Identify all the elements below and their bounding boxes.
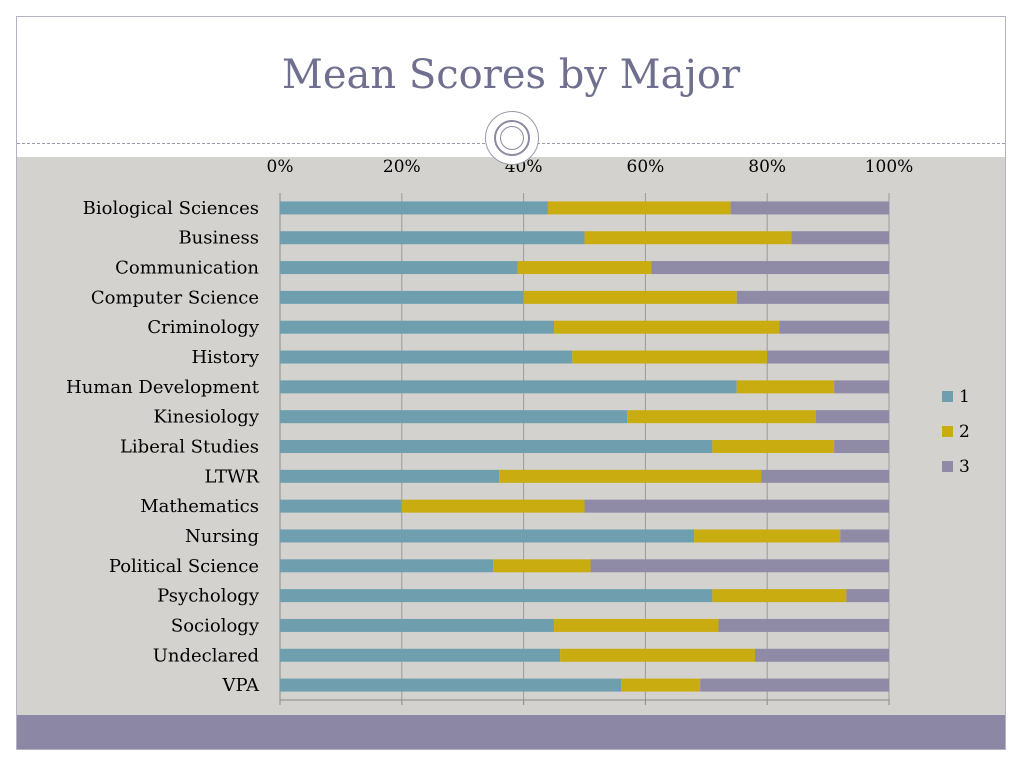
- category-label: Biological Sciences: [83, 198, 259, 219]
- legend-swatch: [942, 426, 953, 437]
- bar-segment-series-1: [280, 529, 695, 543]
- x-tick-label: 60%: [627, 157, 665, 177]
- bar-segment-series-3: [700, 678, 889, 692]
- bar-segment-series-3: [840, 529, 889, 543]
- bar-segment-series-1: [280, 350, 573, 364]
- bar-segment-series-1: [280, 380, 737, 394]
- category-label: Political Science: [109, 556, 259, 577]
- bar-segment-series-3: [730, 201, 889, 215]
- bar-segment-series-2: [523, 290, 737, 304]
- bar-segment-series-3: [761, 469, 889, 483]
- footer-band: [17, 715, 1005, 749]
- category-label: Communication: [115, 258, 259, 279]
- category-label: Kinesiology: [153, 407, 259, 428]
- bar-segment-series-2: [401, 499, 585, 513]
- category-label: Computer Science: [91, 287, 259, 308]
- bar-segment-series-2: [554, 618, 719, 632]
- x-tick-label: 100%: [865, 157, 914, 177]
- x-tick-label: 80%: [748, 157, 786, 177]
- bar-segment-series-3: [651, 261, 889, 275]
- bar-segment-series-2: [712, 440, 835, 453]
- category-label: LTWR: [204, 466, 259, 487]
- bar-segment-series-2: [736, 380, 835, 394]
- category-label: Undeclared: [153, 645, 259, 666]
- bar-segment-series-3: [590, 559, 889, 573]
- category-label: Sociology: [171, 615, 260, 636]
- ornament-inner-icon: [500, 126, 524, 150]
- bar-segment-series-2: [712, 589, 847, 603]
- category-label: Mathematics: [140, 496, 259, 517]
- bar-segment-series-3: [755, 648, 889, 662]
- bar-segment-series-2: [547, 201, 731, 215]
- bar-segment-series-2: [554, 320, 780, 334]
- category-label: VPA: [222, 675, 260, 696]
- bar-segment-series-3: [815, 410, 889, 424]
- bar-segment-series-2: [493, 559, 591, 573]
- bar-segment-series-1: [280, 290, 524, 304]
- bar-segment-series-3: [834, 440, 889, 453]
- bar-segment-series-2: [621, 678, 701, 692]
- bar-segment-series-2: [560, 648, 756, 662]
- bar-segment-series-2: [584, 231, 792, 245]
- category-label: Nursing: [185, 526, 259, 547]
- legend-swatch: [942, 391, 953, 402]
- x-tick-label: 20%: [383, 157, 421, 177]
- bar-segment-series-1: [280, 499, 402, 513]
- bar-segment-series-1: [280, 648, 561, 662]
- bar-segment-series-1: [280, 440, 713, 453]
- bar-segment-series-3: [834, 380, 889, 394]
- legend-label: 1: [959, 387, 970, 407]
- legend-swatch: [942, 461, 953, 472]
- bar-segment-series-1: [280, 231, 585, 245]
- bar-segment-series-3: [584, 499, 889, 513]
- category-label: Human Development: [66, 377, 260, 398]
- bar-segment-series-1: [280, 559, 494, 573]
- category-label: History: [191, 347, 259, 368]
- bar-segment-series-2: [499, 469, 762, 483]
- slide-title: Mean Scores by Major: [281, 52, 741, 98]
- category-label: Criminology: [147, 317, 260, 338]
- bar-segment-series-1: [280, 589, 713, 603]
- category-label: Psychology: [157, 586, 260, 607]
- bar-segment-series-1: [280, 261, 518, 275]
- bar-segment-series-1: [280, 469, 500, 483]
- bar-segment-series-1: [280, 201, 548, 215]
- bar-segment-series-3: [779, 320, 889, 334]
- bar-segment-series-3: [767, 350, 889, 364]
- bar-segment-series-2: [627, 410, 816, 424]
- bar-segment-series-1: [280, 410, 628, 424]
- category-label: Liberal Studies: [120, 437, 259, 458]
- bar-segment-series-2: [694, 529, 841, 543]
- bar-segment-series-3: [718, 618, 889, 632]
- legend-label: 2: [959, 422, 970, 442]
- bar-segment-series-3: [846, 589, 889, 603]
- category-label: Business: [178, 228, 259, 249]
- bar-segment-series-1: [280, 320, 555, 334]
- bar-segment-series-1: [280, 678, 622, 692]
- bar-segment-series-2: [572, 350, 768, 364]
- bar-segment-series-2: [517, 261, 652, 275]
- bar-segment-series-1: [280, 618, 555, 632]
- x-tick-label: 0%: [267, 157, 294, 177]
- bar-segment-series-3: [736, 290, 889, 304]
- legend-label: 3: [959, 457, 970, 477]
- bar-segment-series-3: [791, 231, 889, 245]
